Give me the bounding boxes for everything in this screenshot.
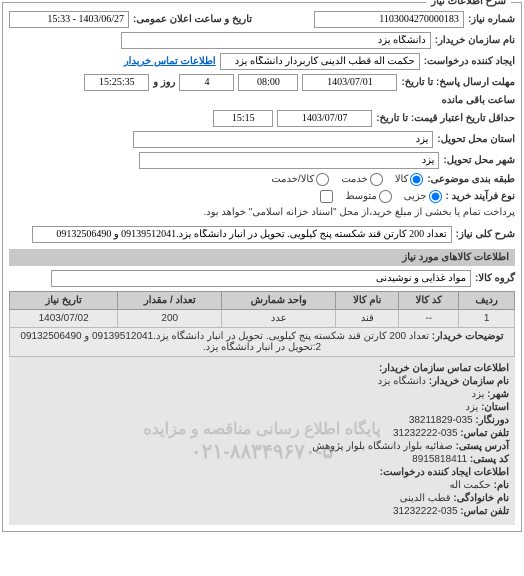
c-label-zip: کد پستی: (470, 454, 509, 465)
input-city[interactable] (139, 152, 439, 169)
label-buyer: نام سازمان خریدار: (435, 35, 515, 46)
input-days-remain[interactable] (179, 74, 234, 91)
c-label-tel: تلفن تماس: (460, 506, 509, 517)
radio-minor-input[interactable] (429, 190, 442, 203)
row-subject-class: طبقه بندی موضوعی: کالا خدمت کالا/خدمت (9, 173, 515, 186)
label-purchase-type: نوع فرآیند خرید : (446, 191, 515, 202)
label-contact-section: اطلاعات تماس سازمان خریدار: (379, 363, 509, 374)
label-requester: ایجاد کننده درخواست: (424, 56, 515, 67)
label-state: استان محل تحویل: (437, 134, 515, 145)
c-label-phone: تلفن تماس: (460, 428, 509, 439)
input-deadline-time[interactable] (238, 74, 298, 91)
goods-table: ردیف کد کالا نام کالا واحد شمارش تعداد /… (9, 291, 515, 357)
table-header-row: ردیف کد کالا نام کالا واحد شمارش تعداد /… (10, 292, 515, 310)
c-tel: 035-31232222 (393, 506, 458, 517)
contact-block: پایگاه اطلاع رسانی مناقصه و مزایده ۰۲۱-۸… (9, 357, 515, 525)
c-fax: 035-38211829 (409, 415, 473, 426)
row-city: شهر محل تحویل: (9, 152, 515, 169)
c-label-org: نام سازمان خریدار: (429, 376, 509, 387)
c-phone: 035-31232222 (393, 428, 458, 439)
c-zip: 8915818411 (412, 454, 467, 465)
label-validity: حداقل تاریخ اعتبار قیمت: تا تاریخ: (376, 113, 515, 124)
input-requester[interactable] (220, 53, 420, 70)
row-purchase-type: نوع فرآیند خرید : جزیی متوسط پرداخت تمام… (9, 190, 515, 218)
th-unit: واحد شمارش (222, 292, 336, 310)
input-need-title[interactable] (32, 226, 452, 243)
c-name: حکمت اله (450, 480, 491, 491)
th-date: تاریخ نیاز (10, 292, 118, 310)
label-day-and: روز و (153, 77, 175, 88)
c-label-addr: آدرس پستی: (456, 441, 509, 452)
label-goods-group: گروه کالا: (475, 273, 515, 284)
input-number[interactable] (314, 11, 464, 28)
table-desc-row: توضیحات خریدار: تعداد 200 کارتن قند شکست… (10, 328, 515, 357)
c-label-city: شهر: (487, 389, 509, 400)
td-qty: 200 (118, 310, 222, 328)
radio-kala[interactable]: کالا (395, 173, 424, 186)
th-code: کد کالا (399, 292, 459, 310)
row-goods-group: گروه کالا: (9, 270, 515, 287)
th-name: نام کالا (336, 292, 399, 310)
c-label-family: نام خانوادگی: (453, 493, 509, 504)
c-label-fax: دورنگار: (475, 415, 509, 426)
input-goods-group[interactable] (51, 270, 471, 287)
label-need-title: شرح کلی نیاز: (456, 229, 515, 240)
panel-title: شرح اطلاعات نیاز (426, 0, 511, 7)
th-qty: تعداد / مقدار (118, 292, 222, 310)
label-partial-note: پرداخت تمام یا بخشی از مبلغ خرید،از محل … (203, 207, 515, 218)
row-number: شماره نیاز: تاریخ و ساعت اعلان عمومی: (9, 11, 515, 28)
c-city: یزد (472, 389, 485, 400)
row-state: استان محل تحویل: (9, 131, 515, 148)
input-deadline-date[interactable] (302, 74, 397, 91)
radio-kala-khedmat[interactable]: کالا/خدمت (271, 173, 329, 186)
input-announce[interactable] (9, 11, 129, 28)
label-announce: تاریخ و ساعت اعلان عمومی: (133, 14, 252, 25)
checkbox-partial[interactable] (320, 190, 333, 203)
td-row: 1 (459, 310, 515, 328)
row-deadline: مهلت ارسال پاسخ: تا تاریخ: روز و ساعت با… (9, 74, 515, 106)
radio-kala-input[interactable] (410, 173, 423, 186)
desc-text: تعداد 200 کارتن قند شکسته پنج کیلویی. تح… (20, 331, 429, 353)
desc-label: توضیحات خریدار: (432, 331, 504, 342)
c-addr: صفائیه بلوار دانشگاه بلوار پژوهش (312, 441, 453, 452)
label-remain-suffix: ساعت باقی مانده (442, 95, 515, 106)
input-validity-time[interactable] (213, 110, 273, 127)
input-state[interactable] (133, 131, 433, 148)
td-desc: توضیحات خریدار: تعداد 200 کارتن قند شکست… (10, 328, 515, 357)
radio-khedmat-input[interactable] (370, 173, 383, 186)
row-requester: ایجاد کننده درخواست: اطلاعات تماس خریدار (9, 53, 515, 70)
label-deadline: مهلت ارسال پاسخ: تا تاریخ: (401, 77, 515, 88)
c-org: دانشگاه یزد (378, 376, 426, 387)
c-state: یزد (466, 402, 479, 413)
c-label-state: استان: (481, 402, 509, 413)
th-row: ردیف (459, 292, 515, 310)
radio-medium-input[interactable] (379, 190, 392, 203)
input-time-remain[interactable] (84, 74, 149, 91)
td-date: 1403/07/02 (10, 310, 118, 328)
label-subject-class: طبقه بندی موضوعی: (427, 174, 515, 185)
label-req-section: اطلاعات ایجاد کننده درخواست: (380, 467, 509, 478)
row-validity: حداقل تاریخ اعتبار قیمت: تا تاریخ: (9, 110, 515, 127)
radio-kala-khedmat-input[interactable] (316, 173, 329, 186)
need-info-panel: شرح اطلاعات نیاز شماره نیاز: تاریخ و ساع… (2, 2, 522, 532)
label-number: شماره نیاز: (468, 14, 515, 25)
input-validity-date[interactable] (277, 110, 372, 127)
td-name: قند (336, 310, 399, 328)
section-goods-info: اطلاعات کالاهای مورد نیاز (9, 249, 515, 266)
td-unit: عدد (222, 310, 336, 328)
link-contact-info[interactable]: اطلاعات تماس خریدار (124, 56, 216, 67)
c-family: قطب الدینی (400, 493, 451, 504)
radio-minor[interactable]: جزیی (404, 190, 442, 203)
radio-medium[interactable]: متوسط (345, 190, 391, 203)
radio-khedmat[interactable]: خدمت (341, 173, 383, 186)
c-label-name: نام: (494, 480, 509, 491)
input-buyer[interactable] (121, 32, 431, 49)
label-city: شهر محل تحویل: (443, 155, 515, 166)
td-code: -- (399, 310, 459, 328)
row-need-title: شرح کلی نیاز: (9, 226, 515, 243)
table-row: 1 -- قند عدد 200 1403/07/02 (10, 310, 515, 328)
row-buyer: نام سازمان خریدار: (9, 32, 515, 49)
